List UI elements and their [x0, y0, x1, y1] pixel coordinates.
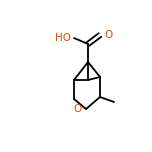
- Text: HO: HO: [55, 33, 71, 43]
- Text: O: O: [74, 104, 82, 114]
- Text: O: O: [104, 30, 112, 40]
